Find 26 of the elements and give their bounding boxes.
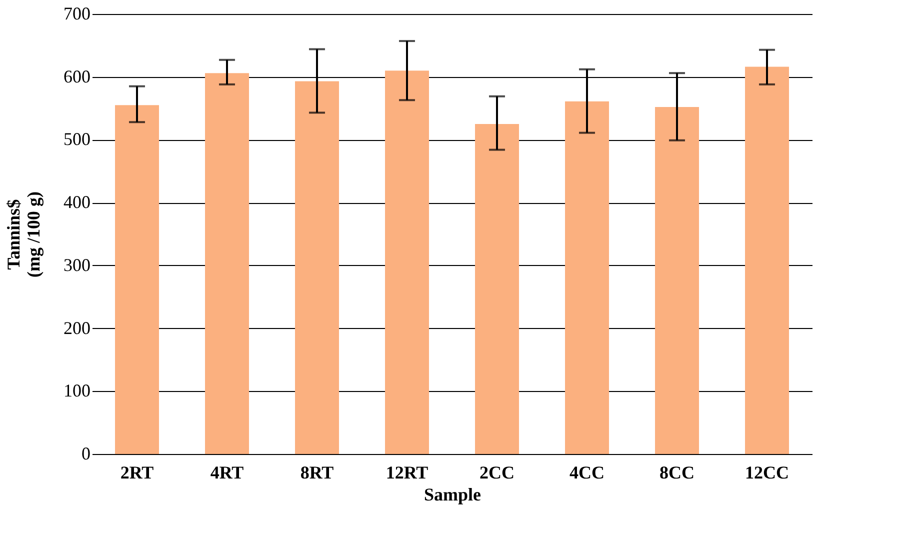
x-tick-label: 4CC [570, 462, 604, 482]
bar [655, 107, 699, 454]
y-tick-label: 200 [64, 318, 90, 338]
x-tick-label: 2RT [120, 462, 154, 482]
y-tick-label: 300 [64, 254, 90, 275]
bar [295, 81, 339, 454]
x-tick-label: 8CC [660, 462, 694, 482]
x-tick-label: 4RT [210, 462, 244, 482]
bar [745, 66, 789, 454]
bar [385, 70, 429, 454]
x-tick-label: 12CC [745, 462, 789, 482]
y-tick-label: 100 [64, 380, 90, 401]
y-tick-label: 600 [64, 66, 90, 86]
x-tick-label: 2CC [480, 462, 514, 482]
y-tick-label: 0 [82, 444, 90, 464]
y-tick-label: 700 [64, 4, 90, 24]
bar [565, 101, 609, 454]
x-axis-title: Sample [424, 484, 482, 504]
bar [475, 124, 519, 454]
x-tick-label: 8RT [300, 462, 334, 482]
bar [115, 105, 159, 454]
y-tick-label: 400 [64, 192, 90, 212]
x-tick-label: 12RT [386, 462, 428, 482]
bar [205, 73, 249, 454]
y-tick-label: 500 [64, 129, 90, 150]
y-axis-title: Tannins$ (mg /100 g) [4, 192, 44, 278]
